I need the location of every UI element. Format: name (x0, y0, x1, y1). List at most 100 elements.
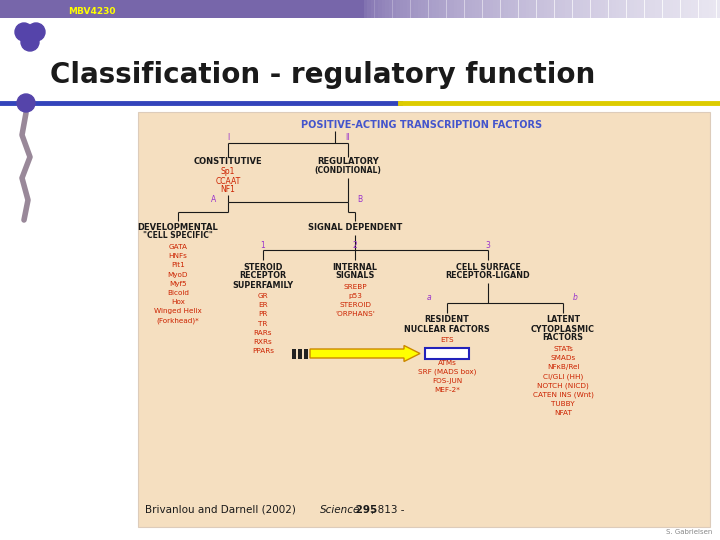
Text: Science: Science (320, 505, 361, 515)
Bar (706, 0, 709, 18)
Text: TR: TR (258, 321, 268, 327)
Bar (436, 0, 439, 18)
Bar (464, 0, 468, 18)
Bar (598, 0, 601, 18)
Bar (713, 0, 716, 18)
Bar (601, 0, 605, 18)
Bar (403, 0, 407, 18)
Bar (709, 0, 713, 18)
Text: CI/GLI (HH): CI/GLI (HH) (543, 373, 583, 380)
Bar (522, 0, 526, 18)
Text: SRF (MADS box): SRF (MADS box) (418, 369, 476, 375)
Text: (CONDITIONAL): (CONDITIONAL) (315, 166, 382, 176)
Bar (558, 0, 562, 18)
Bar (497, 0, 500, 18)
Text: MyoD: MyoD (168, 272, 188, 278)
Bar (637, 0, 641, 18)
Bar (475, 0, 479, 18)
Text: RECEPTOR: RECEPTOR (240, 272, 287, 280)
Bar (540, 0, 544, 18)
Bar (410, 0, 414, 18)
Bar (490, 0, 493, 18)
Bar (626, 0, 630, 18)
Text: GATA: GATA (168, 244, 187, 250)
Bar (655, 0, 659, 18)
Bar (382, 0, 385, 18)
Text: ER: ER (258, 302, 268, 308)
Bar (457, 0, 461, 18)
Bar (619, 0, 623, 18)
Bar (680, 0, 684, 18)
Bar (666, 0, 670, 18)
Text: MBV4230: MBV4230 (68, 6, 115, 16)
Bar (515, 0, 518, 18)
Text: CREBs: CREBs (434, 350, 460, 356)
Bar (364, 0, 367, 18)
Bar (461, 0, 464, 18)
Text: (Forkhead)*: (Forkhead)* (157, 318, 199, 324)
Text: NF1: NF1 (220, 186, 235, 194)
Text: LATENT: LATENT (546, 315, 580, 325)
Bar (536, 0, 540, 18)
Text: STEROID: STEROID (339, 302, 371, 308)
Text: ETS: ETS (440, 337, 454, 343)
Text: ATMs: ATMs (438, 360, 456, 366)
Text: REGULATORY: REGULATORY (317, 158, 379, 166)
Bar (554, 0, 558, 18)
Text: 3: 3 (485, 240, 490, 249)
Text: RECEPTOR-LIGAND: RECEPTOR-LIGAND (446, 272, 531, 280)
Bar (716, 0, 720, 18)
Text: GR: GR (258, 293, 269, 299)
Text: 295: 295 (352, 505, 377, 515)
Bar (644, 0, 648, 18)
Circle shape (21, 33, 39, 51)
Text: Bicoid: Bicoid (167, 290, 189, 296)
Bar (608, 0, 612, 18)
Bar (432, 0, 436, 18)
Bar (511, 0, 515, 18)
Bar (392, 0, 396, 18)
Text: CONSTITUTIVE: CONSTITUTIVE (194, 158, 262, 166)
Text: INTERNAL: INTERNAL (333, 262, 377, 272)
Text: PPARs: PPARs (252, 348, 274, 354)
Text: I: I (227, 133, 229, 143)
Bar (634, 0, 637, 18)
Text: SIGNALS: SIGNALS (336, 272, 374, 280)
Text: POSITIVE-ACTING TRANSCRIPTION FACTORS: POSITIVE-ACTING TRANSCRIPTION FACTORS (302, 120, 543, 130)
Text: S. Gabrielsen: S. Gabrielsen (665, 529, 712, 535)
Bar (616, 0, 619, 18)
Bar (583, 0, 587, 18)
Bar (691, 0, 695, 18)
Bar (298, 348, 302, 359)
Text: CATEN INS (Wnt): CATEN INS (Wnt) (533, 392, 593, 399)
Text: STEROID: STEROID (243, 262, 283, 272)
Text: MEF-2*: MEF-2* (434, 387, 460, 393)
Bar (418, 0, 421, 18)
Bar (673, 0, 677, 18)
Bar (446, 0, 450, 18)
Bar (698, 0, 702, 18)
Bar (702, 0, 706, 18)
Text: p53: p53 (348, 293, 362, 299)
Bar (562, 0, 565, 18)
Circle shape (15, 23, 33, 41)
Bar (504, 0, 508, 18)
Bar (529, 0, 533, 18)
Text: A: A (212, 195, 217, 205)
Bar (400, 0, 403, 18)
Text: NFAT: NFAT (554, 410, 572, 416)
Text: FACTORS: FACTORS (542, 334, 583, 342)
Bar (439, 0, 443, 18)
Bar (508, 0, 511, 18)
Bar (677, 0, 680, 18)
Bar (576, 0, 580, 18)
Text: a: a (427, 294, 431, 302)
Text: 1: 1 (261, 240, 266, 249)
Text: SIGNAL DEPENDENT: SIGNAL DEPENDENT (308, 224, 402, 233)
Bar (623, 0, 626, 18)
Text: CCAAT: CCAAT (215, 177, 240, 186)
Bar (652, 0, 655, 18)
Bar (378, 0, 382, 18)
Text: Myf5: Myf5 (169, 281, 186, 287)
Bar (389, 0, 392, 18)
